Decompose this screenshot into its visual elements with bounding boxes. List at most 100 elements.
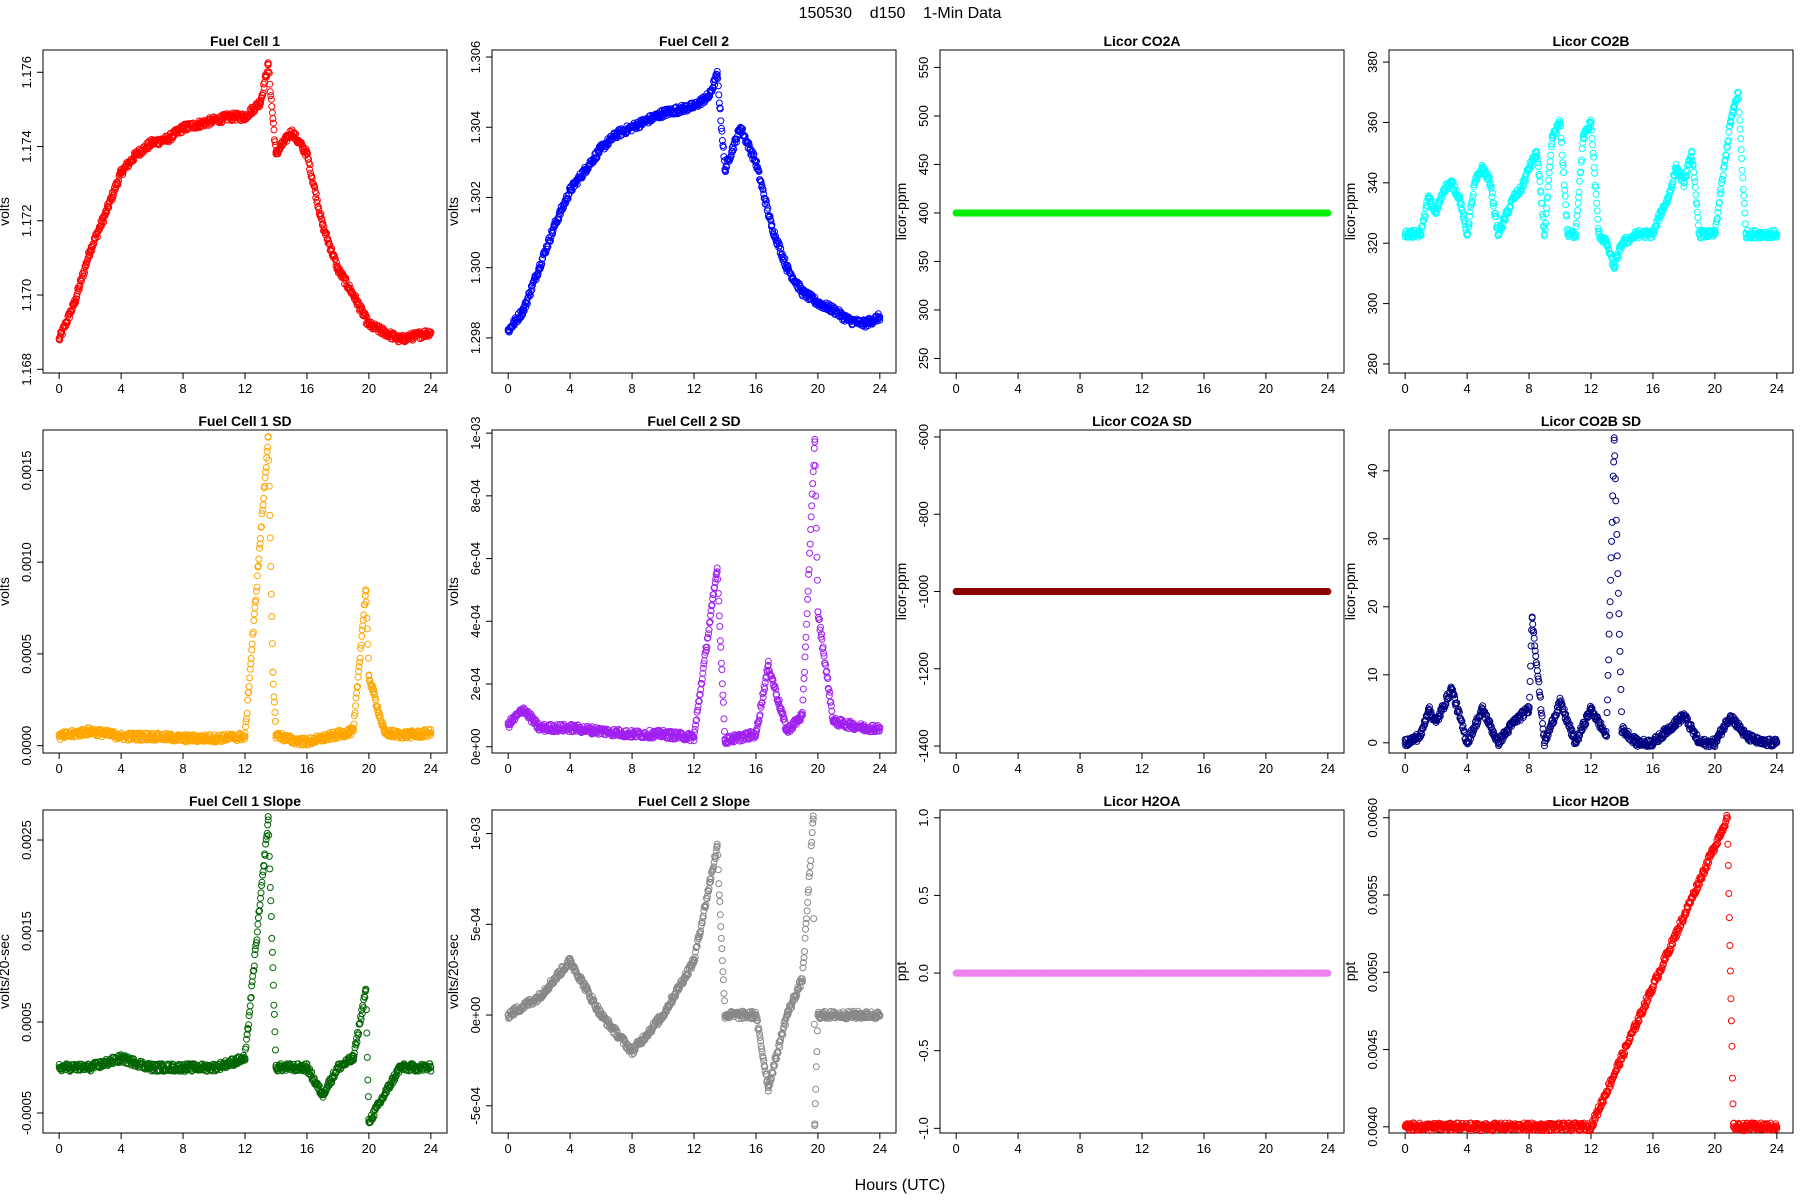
data-point bbox=[267, 92, 275, 100]
data-point bbox=[269, 668, 277, 676]
data-point bbox=[74, 287, 82, 295]
y-axis-label: volts bbox=[0, 577, 12, 606]
data-point bbox=[259, 89, 267, 97]
x-tick-label: 8 bbox=[628, 761, 635, 776]
data-point bbox=[362, 312, 370, 319]
data-point bbox=[268, 109, 276, 117]
data-point bbox=[1719, 172, 1727, 179]
data-point bbox=[802, 633, 810, 641]
data-point bbox=[55, 336, 63, 344]
x-tick-label: 0 bbox=[953, 761, 960, 776]
x-tick-label: 16 bbox=[300, 761, 314, 776]
data-point bbox=[1735, 108, 1743, 116]
y-tick-label: 320 bbox=[1365, 232, 1380, 254]
data-point bbox=[1738, 155, 1746, 162]
data-point bbox=[573, 180, 581, 188]
data-point bbox=[253, 572, 261, 580]
y-axis-label: licor-ppm bbox=[893, 563, 909, 621]
data-point bbox=[1576, 177, 1584, 185]
data-point bbox=[298, 141, 306, 148]
x-tick-label: 0 bbox=[56, 381, 63, 396]
data-point bbox=[1691, 178, 1699, 186]
data-point bbox=[714, 82, 722, 90]
x-tick-label: 4 bbox=[566, 761, 573, 776]
data-point bbox=[718, 680, 726, 688]
series-points bbox=[952, 588, 1332, 595]
data-point bbox=[257, 98, 264, 106]
panel-title: Fuel Cell 2 bbox=[659, 33, 729, 49]
x-tick-label: 12 bbox=[687, 381, 701, 396]
data-point bbox=[98, 222, 105, 230]
data-point bbox=[256, 540, 264, 548]
data-point bbox=[1562, 201, 1570, 209]
data-point bbox=[330, 252, 338, 260]
data-point bbox=[179, 124, 187, 132]
data-point bbox=[195, 120, 202, 128]
data-point bbox=[809, 468, 817, 476]
data-point bbox=[1578, 145, 1586, 153]
y-tick-label: 8e-04 bbox=[468, 479, 483, 512]
data-point bbox=[364, 654, 372, 662]
data-point bbox=[270, 126, 278, 134]
x-tick-label: 4 bbox=[117, 761, 124, 776]
data-point bbox=[356, 654, 364, 662]
data-point bbox=[1547, 151, 1555, 159]
data-point bbox=[164, 135, 172, 143]
x-tick-label: 0 bbox=[1402, 381, 1409, 396]
y-tick-label: 360 bbox=[1365, 112, 1380, 134]
y-tick-label: 1.298 bbox=[468, 322, 483, 355]
data-point bbox=[1739, 174, 1747, 182]
y-tick-label: -1400 bbox=[916, 729, 931, 762]
data-point bbox=[1692, 191, 1700, 199]
data-point bbox=[1737, 135, 1745, 143]
data-point bbox=[572, 179, 580, 187]
y-tick-label: 1.300 bbox=[468, 251, 483, 284]
x-tick-label: 8 bbox=[179, 761, 186, 776]
data-point bbox=[267, 590, 275, 598]
data-point bbox=[58, 331, 66, 339]
plot-frame bbox=[42, 429, 448, 754]
data-point bbox=[288, 128, 295, 136]
data-point bbox=[255, 555, 263, 563]
data-point bbox=[717, 659, 725, 667]
data-point bbox=[564, 195, 572, 203]
data-point bbox=[114, 181, 122, 188]
data-point bbox=[717, 117, 725, 125]
x-tick-label: 12 bbox=[238, 761, 252, 776]
data-point bbox=[1737, 146, 1745, 154]
data-point bbox=[227, 110, 234, 118]
y-tick-label: 1.176 bbox=[19, 56, 34, 89]
x-tick-label: 16 bbox=[300, 381, 314, 396]
data-point bbox=[318, 221, 326, 228]
data-point bbox=[79, 272, 87, 280]
data-point bbox=[364, 640, 372, 648]
data-point bbox=[804, 595, 812, 603]
data-point bbox=[246, 674, 254, 682]
x-tick-label: 8 bbox=[1076, 761, 1083, 776]
data-point bbox=[1725, 128, 1733, 136]
data-point bbox=[244, 696, 252, 704]
data-point bbox=[1740, 200, 1748, 207]
x-tick-label: 0 bbox=[56, 761, 63, 776]
data-point bbox=[809, 480, 817, 488]
data-point bbox=[76, 282, 84, 290]
data-point bbox=[243, 709, 251, 717]
figure-title: 150530 d150 1-Min Data bbox=[799, 5, 1002, 22]
x-tick-label: 16 bbox=[1197, 761, 1211, 776]
data-point bbox=[1588, 134, 1596, 142]
y-tick-label: -1000 bbox=[916, 575, 931, 608]
data-point bbox=[251, 604, 259, 612]
series-points bbox=[504, 67, 884, 336]
y-tick-label: 550 bbox=[916, 57, 931, 79]
data-point bbox=[800, 675, 808, 682]
data-point bbox=[338, 274, 346, 282]
data-point bbox=[1738, 166, 1746, 174]
x-tick-label: 20 bbox=[362, 381, 376, 396]
data-point bbox=[365, 321, 373, 329]
x-tick-label: 16 bbox=[1197, 381, 1211, 396]
x-tick-label: 8 bbox=[1076, 381, 1083, 396]
data-point bbox=[83, 261, 90, 268]
x-tick-label: 24 bbox=[873, 381, 887, 396]
